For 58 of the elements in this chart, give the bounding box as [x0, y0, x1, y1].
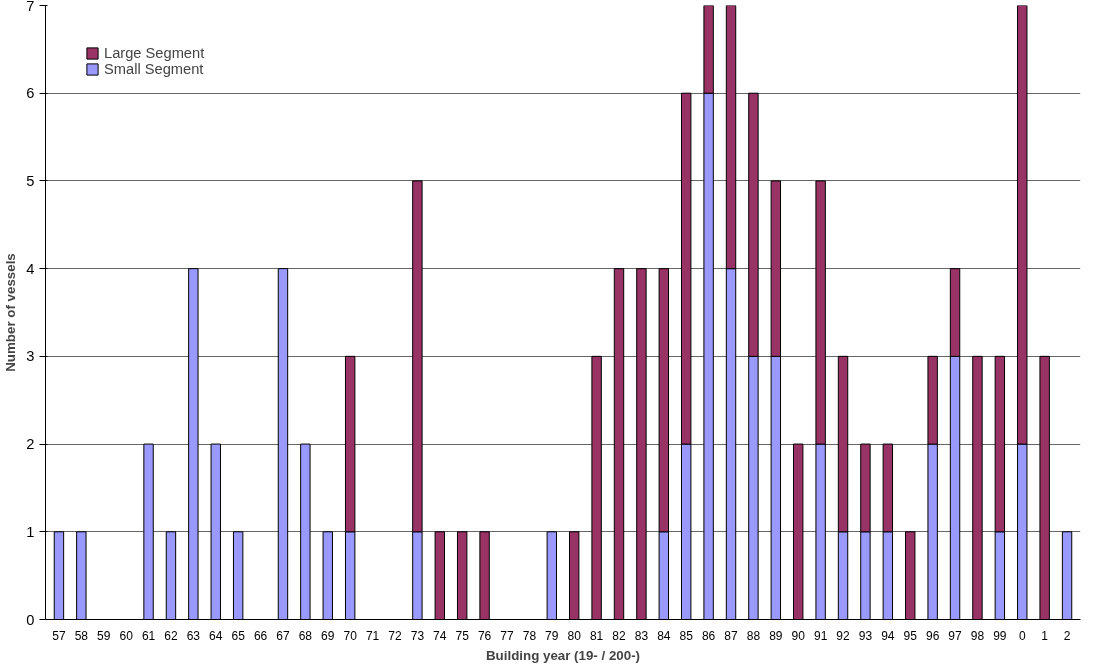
x-tick-label: 98: [970, 628, 985, 643]
y-tick-label: 2: [26, 436, 35, 453]
x-tick-label: 63: [186, 628, 201, 643]
y-tick-label: 7: [26, 0, 35, 14]
x-tick-label: 59: [97, 628, 111, 643]
x-tick-label: 93: [858, 628, 873, 643]
x-tick-label: 64: [209, 628, 223, 643]
x-tick-label: 79: [545, 628, 559, 643]
x-tick-label: 65: [231, 628, 246, 643]
x-tick-label: 83: [634, 628, 649, 643]
x-tick-label: 95: [903, 628, 918, 643]
y-tick-label: 6: [26, 85, 35, 102]
x-tick-label: 94: [881, 628, 895, 643]
x-tick-label: 1: [1041, 628, 1049, 643]
y-tick-label: 1: [26, 523, 35, 540]
x-tick-label: 89: [769, 628, 783, 643]
y-axis-title: Number of vessels: [3, 253, 19, 372]
x-tick-label: 85: [679, 628, 694, 643]
x-tick-label: 81: [589, 628, 604, 643]
x-tick-label: 62: [164, 628, 178, 643]
x-tick-label: 2: [1063, 628, 1071, 643]
x-axis-title: Building year (19- / 200-): [485, 647, 641, 663]
x-tick-label: 76: [477, 628, 492, 643]
x-tick-label: 61: [141, 628, 156, 643]
x-tick-label: 87: [724, 628, 739, 643]
x-tick-label: 96: [925, 628, 940, 643]
legend-label: Small Segment: [104, 61, 204, 77]
x-tick-label: 60: [119, 628, 134, 643]
x-tick-label: 91: [813, 628, 828, 643]
y-tick-label: 3: [26, 348, 35, 365]
y-tick-label: 4: [26, 260, 35, 277]
x-tick-label: 0: [1018, 628, 1026, 643]
x-tick-label: 84: [657, 628, 671, 643]
x-tick-label: 66: [253, 628, 268, 643]
x-tick-label: 72: [388, 628, 402, 643]
x-tick-label: 69: [321, 628, 335, 643]
x-tick-label: 75: [455, 628, 470, 643]
x-tick-label: 74: [433, 628, 447, 643]
y-tick-label: 5: [26, 172, 35, 189]
y-tick-label: 0: [26, 611, 35, 628]
x-tick-label: 82: [612, 628, 627, 643]
x-tick-label: 77: [500, 628, 514, 643]
x-tick-label: 78: [522, 628, 537, 643]
x-tick-label: 80: [567, 628, 582, 643]
x-tick-label: 90: [791, 628, 806, 643]
x-tick-label: 70: [343, 628, 358, 643]
x-tick-label: 68: [298, 628, 313, 643]
x-tick-label: 92: [836, 628, 851, 643]
x-tick-label: 73: [410, 628, 425, 643]
x-tick-label: 99: [993, 628, 1007, 643]
x-tick-label: 88: [746, 628, 761, 643]
x-tick-label: 97: [948, 628, 963, 643]
x-tick-label: 58: [74, 628, 89, 643]
x-tick-label: 57: [52, 628, 66, 643]
x-tick-label: 71: [365, 628, 380, 643]
x-tick-label: 86: [701, 628, 716, 643]
legend-label: Large Segment: [104, 45, 205, 61]
x-tick-label: 67: [276, 628, 290, 643]
